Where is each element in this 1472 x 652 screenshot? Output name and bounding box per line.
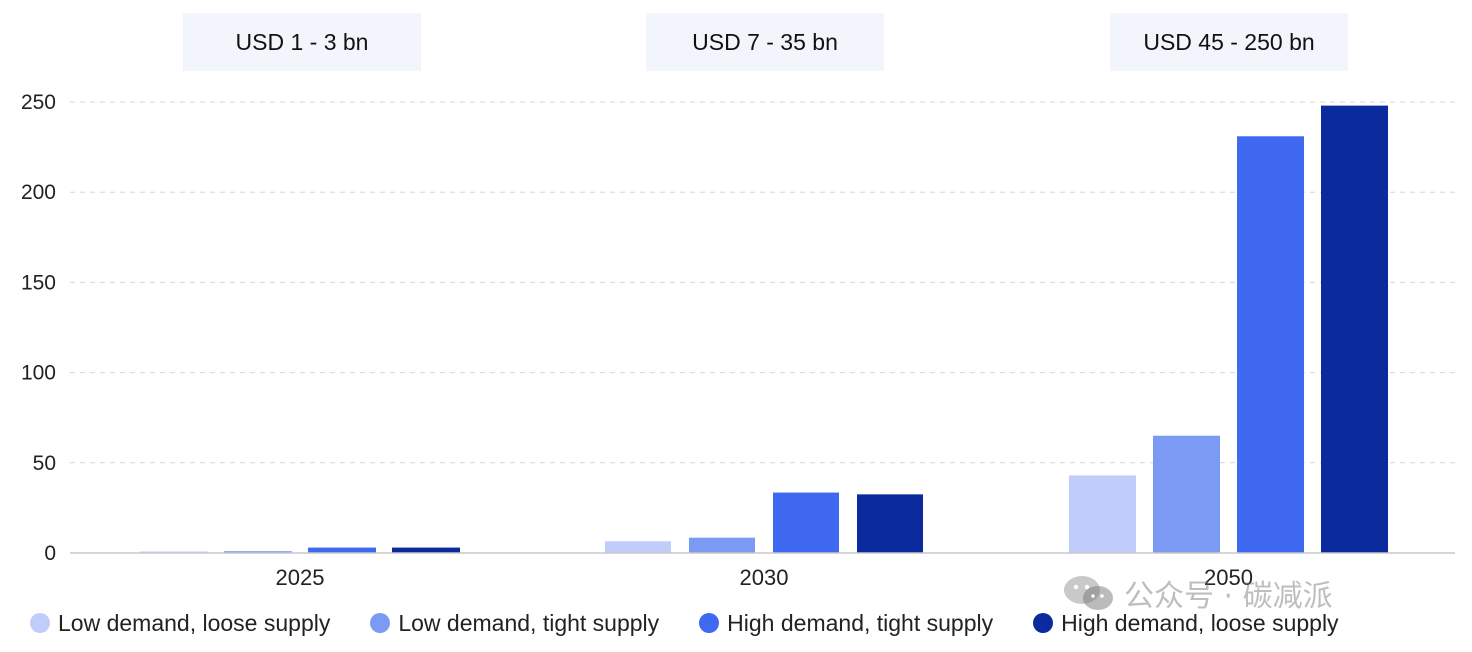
range-label: USD 1 - 3 bn: [236, 29, 369, 55]
range-label: USD 7 - 35 bn: [692, 29, 838, 55]
bar-2025-series-4: [392, 547, 460, 553]
x-axis: 2025 2030 2050: [276, 565, 1253, 590]
legend-swatch: [30, 613, 50, 633]
x-tick-label: 2030: [740, 565, 789, 590]
legend-label: High demand, tight supply: [727, 609, 994, 636]
y-tick-label: 150: [21, 271, 56, 294]
legend-label: Low demand, tight supply: [398, 609, 660, 636]
bar-2050-series-1: [1069, 475, 1136, 553]
legend-item: High demand, tight supply: [699, 610, 993, 637]
x-tick-label: 2025: [276, 565, 325, 590]
legend-swatch: [370, 613, 391, 633]
legend: Low demand, loose supply Low demand, tigh…: [30, 606, 1460, 640]
legend-item: Low demand, tight supply: [370, 610, 659, 637]
y-tick-label: 0: [44, 542, 56, 565]
bar-2050-series-4: [1321, 105, 1388, 553]
range-label-box: [183, 13, 421, 71]
bar-2030-series-2: [689, 537, 755, 553]
bar-2025-series-3: [308, 547, 376, 553]
bar-2050-series-3: [1237, 136, 1304, 553]
range-label-box: [646, 13, 884, 71]
y-tick-label: 100: [21, 362, 56, 385]
gridlines: [70, 101, 1455, 464]
bar-2050-series-2: [1153, 435, 1220, 553]
legend-label: High demand, loose supply: [1061, 609, 1339, 636]
y-axis: 0 50 100 150 200 250: [21, 91, 56, 565]
legend-swatch: [699, 613, 720, 633]
legend-item: Low demand, loose supply: [30, 610, 330, 637]
y-tick-label: 200: [21, 181, 56, 204]
range-labels: USD 1 - 3 bn USD 7 - 35 bn USD 45 - 250 bn: [183, 13, 1348, 71]
bar-2030-series-4: [857, 494, 923, 553]
bar-2025-series-2: [224, 551, 292, 553]
legend-item: High demand, loose supply: [1033, 609, 1339, 637]
legend-label: Low demand, loose supply: [58, 609, 331, 636]
y-tick-label: 50: [33, 452, 56, 475]
range-label: USD 45 - 250 bn: [1143, 29, 1314, 55]
bars: [140, 105, 1388, 553]
range-label-box: [1110, 13, 1348, 71]
x-tick-label: 2050: [1204, 565, 1253, 590]
bar-2030-series-3: [773, 492, 839, 553]
bar-2030-series-1: [605, 541, 671, 553]
legend-swatch: [1033, 613, 1054, 633]
y-tick-label: 250: [21, 91, 56, 114]
